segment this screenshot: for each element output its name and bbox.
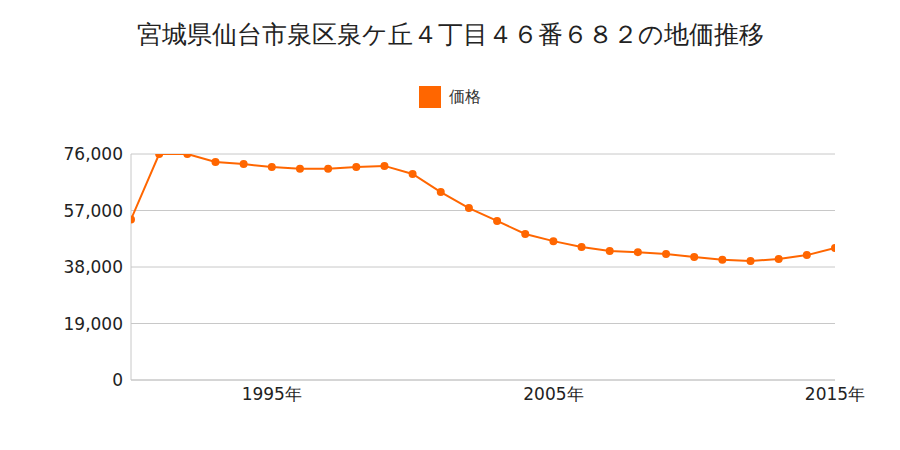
svg-text:57,000: 57,000 xyxy=(64,201,123,221)
svg-text:76,000: 76,000 xyxy=(64,144,123,164)
html-text:宮城県仙台市泉区泉ケ丘４丁目４６番６８２の地価推移: 宮城県仙台市泉区泉ケ丘４丁目４６番６８２の地価推移 xyxy=(136,20,764,49)
svg-text:19,000: 19,000 xyxy=(64,314,123,334)
svg-text:1995年: 1995年 xyxy=(242,384,302,404)
svg-text:0: 0 xyxy=(112,370,123,390)
svg-text:38,000: 38,000 xyxy=(64,257,123,277)
svg-text:2005年: 2005年 xyxy=(523,384,583,404)
svg-text:2015年: 2015年 xyxy=(805,384,865,404)
html-text:価格: 価格 xyxy=(449,86,481,106)
